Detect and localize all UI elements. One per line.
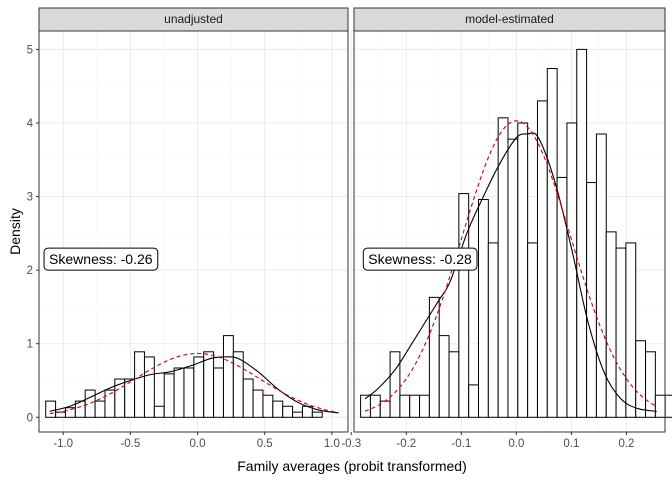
histogram-bar (438, 335, 450, 418)
histogram-bar (203, 351, 215, 418)
histogram-bar (124, 378, 136, 418)
x-tick-label: 1.0 (324, 438, 340, 450)
kde-curve (364, 132, 657, 412)
histogram-bar (507, 138, 519, 418)
histogram-bar (409, 394, 421, 418)
histogram-bar (242, 378, 254, 418)
strip-label-model-estimated: model-estimated (465, 12, 554, 26)
histogram-bar (232, 351, 244, 418)
histogram-bar (664, 394, 672, 418)
normal-curve (364, 120, 657, 412)
histogram-bar (448, 351, 460, 418)
histogram-bar (213, 367, 224, 418)
histogram-bar (566, 122, 578, 418)
histogram-bar (487, 242, 499, 418)
histogram-bar (635, 340, 647, 418)
x-tick-label: 0.5 (257, 438, 273, 450)
histogram-bars-unadjusted (45, 335, 323, 418)
plot-border-model-estimated (353, 30, 666, 433)
histogram-bar (292, 411, 303, 418)
histogram-bar (262, 394, 274, 418)
histogram-bar (282, 405, 294, 418)
histogram-bar (379, 400, 391, 418)
panel-unadjusted: unadjusted Skewness: -0.26 -1.0 -0.5 0.0 0.… (27, 7, 349, 450)
x-tick-label: 0.0 (190, 438, 206, 450)
histogram-bar (84, 389, 96, 418)
y-tick-label: 0 (27, 412, 33, 424)
strip-label-unadjusted: unadjusted (164, 12, 223, 26)
histogram-bar (193, 356, 205, 418)
density-curves-model-estimated (364, 120, 657, 412)
histogram-bar (556, 176, 568, 418)
histogram-bars-model-estimated (360, 48, 672, 418)
x-tick-label: -0.5 (120, 438, 140, 450)
histogram-bar (527, 242, 538, 418)
histogram-bar (625, 242, 637, 418)
plot-border-unadjusted (38, 30, 349, 433)
histogram-bar (419, 394, 430, 418)
histogram-bar (153, 405, 165, 418)
x-tick-label: -0.2 (396, 438, 416, 450)
histogram-bar (546, 68, 558, 418)
y-tick-label: 5 (27, 44, 33, 56)
histogram-bar (605, 231, 617, 418)
x-axis-unadjusted: -1.0 -0.5 0.0 0.5 1.0 (53, 432, 340, 450)
histogram-bar (173, 367, 185, 418)
histogram-bar (45, 400, 57, 418)
x-tick-label: 0.1 (563, 438, 579, 450)
histogram-bar (586, 182, 597, 418)
histogram-bar (399, 394, 411, 418)
histogram-bar (183, 367, 195, 418)
skewness-label-box (362, 247, 478, 271)
panel-model-estimated: model-estimated Skewness: -0.28 -0.3 -0.2… (341, 7, 672, 450)
histogram-bar (576, 48, 588, 418)
histogram-bar (134, 351, 145, 418)
histogram-bar (94, 400, 106, 418)
histogram-bar (428, 296, 440, 418)
histogram-bar (468, 384, 480, 418)
histogram-bar (222, 335, 234, 418)
x-tick-label: 0.0 (508, 438, 524, 450)
skewness-annotation-unadjusted: Skewness: -0.26 (43, 247, 159, 271)
skewness-label: Skewness: -0.28 (368, 251, 472, 267)
y-tick-label: 3 (27, 192, 33, 204)
x-tick-label: -1.0 (53, 438, 73, 450)
y-tick-label: 2 (27, 265, 33, 277)
y-tick-label: 1 (27, 339, 33, 351)
histogram-bar (272, 400, 284, 418)
histogram-bar (615, 247, 627, 418)
histogram-bar (143, 356, 155, 418)
skewness-label: Skewness: -0.26 (49, 251, 153, 267)
skewness-annotation-model-estimated: Skewness: -0.28 (362, 247, 478, 271)
histogram-bar (163, 373, 175, 418)
x-tick-label: -0.3 (341, 438, 361, 450)
y-tick-label: 4 (27, 118, 34, 130)
kde-curve (49, 356, 339, 414)
x-axis-model-estimated: -0.3 -0.2 -0.1 0.0 0.1 0.2 (341, 432, 634, 450)
y-axis-title: Density (7, 208, 23, 255)
normal-curve (49, 352, 339, 415)
histogram-bar (536, 100, 548, 418)
skewness-label-box (43, 247, 159, 271)
histogram-bar (311, 411, 323, 418)
histogram-bar (114, 378, 126, 418)
histogram-bar (645, 351, 656, 418)
histogram-bar (517, 122, 529, 418)
histogram-bar (478, 198, 489, 418)
histogram-bar (458, 193, 470, 418)
density-curves-unadjusted (49, 352, 339, 415)
x-axis-title: Family averages (probit transformed) (237, 458, 467, 474)
histogram-bar (252, 389, 264, 418)
x-tick-label: 0.2 (618, 438, 634, 450)
histogram-bar (654, 394, 666, 418)
x-tick-label: -0.1 (451, 438, 471, 450)
y-axis: 0 1 2 3 4 5 (27, 44, 39, 424)
histogram-bar (389, 351, 401, 418)
histogram-bar (369, 394, 381, 418)
